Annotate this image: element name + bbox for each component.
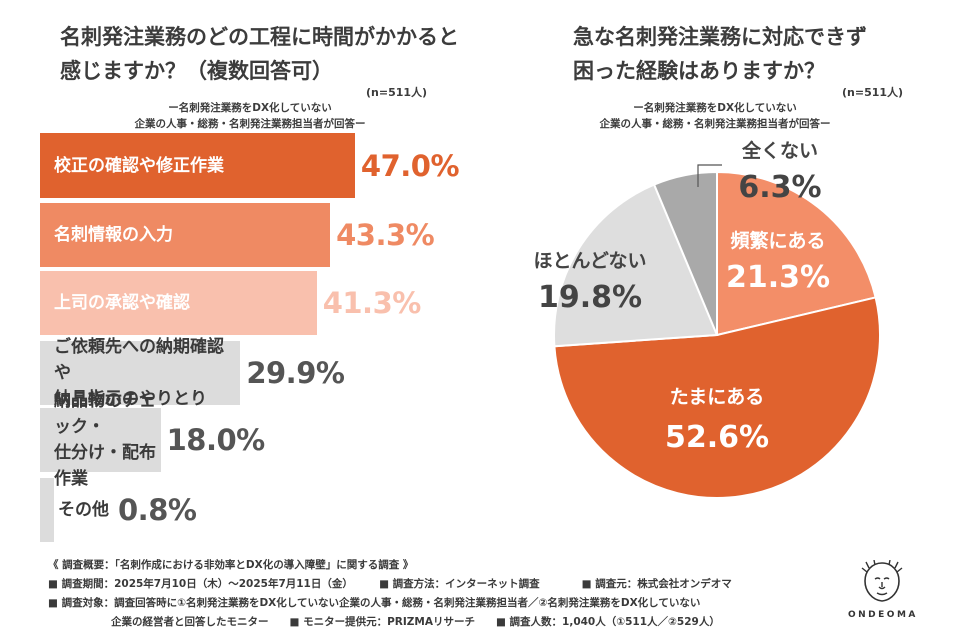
bar-category-label: ご依頼先への納期確認や 納品指示のやりとり bbox=[54, 337, 224, 409]
pie-slice-value: 52.6% bbox=[665, 420, 769, 455]
bar-row: その他 0.8% bbox=[40, 478, 197, 542]
ondeoma-logo: ONDEOMA bbox=[848, 559, 918, 620]
pie-chart-subtitle: ー名刺発注業務をDX化していない 企業の人事・総務・名刺発注業務担当者が回答ー bbox=[599, 102, 831, 130]
pie-slice-label: 全くない bbox=[741, 139, 818, 162]
bar-value-label: 41.3% bbox=[322, 286, 422, 320]
bar: ご依頼先への納期確認や 納品指示のやりとり bbox=[40, 337, 241, 409]
pie-slice-value: 6.3% bbox=[738, 170, 821, 205]
bar-category-label: 上司の承認や確認 bbox=[54, 293, 190, 313]
bar-chart-sample-size: (n=511人) bbox=[366, 86, 428, 99]
bar: 納品物のチェック・ 仕分け・配布作業 bbox=[40, 391, 161, 489]
bar-chart-subtitle: ー名刺発注業務をDX化していない 企業の人事・総務・名刺発注業務担当者が回答ー bbox=[134, 102, 366, 130]
logo-text: ONDEOMA bbox=[848, 610, 918, 620]
bar-value-label: 0.8% bbox=[118, 493, 197, 527]
bar-row: 上司の承認や確認 41.3% bbox=[40, 271, 421, 335]
bar-category-label: 校正の確認や修正作業 bbox=[54, 155, 224, 176]
bar-row: ご依頼先への納期確認や 納品指示のやりとり 29.9% bbox=[40, 337, 345, 409]
bar-value-label: 47.0% bbox=[360, 148, 460, 183]
pie-slice bbox=[652, 170, 718, 336]
bar-value-label: 43.3% bbox=[336, 218, 435, 252]
pie-slice-label: たまにある bbox=[670, 386, 764, 408]
bar-row: 校正の確認や修正作業 47.0% bbox=[40, 133, 460, 198]
bar-category-label: 納品物のチェック・ 仕分け・配布作業 bbox=[54, 391, 156, 489]
bar-row: 納品物のチェック・ 仕分け・配布作業 18.0% bbox=[40, 391, 266, 489]
bar-value-label: 18.0% bbox=[166, 423, 266, 457]
pie-slice-label: 頻繁にある bbox=[730, 229, 825, 252]
bar: 上司の承認や確認 bbox=[40, 271, 317, 335]
bar-category-label: その他 bbox=[58, 500, 109, 520]
bar: 校正の確認や修正作業 bbox=[40, 133, 355, 198]
pie-slice-label: ほとんどない bbox=[533, 250, 646, 272]
pie-slice-value: 19.8% bbox=[538, 280, 642, 315]
survey-summary-line: 企業の経営者と回答したモニター ■ モニター提供元：PRIZMAリサーチ ■ 調… bbox=[48, 616, 720, 628]
pie-chart-sample-size: (n=511人) bbox=[842, 86, 904, 99]
bar: 名刺情報の入力 bbox=[40, 203, 331, 267]
bar-chart-title: 名刺発注業務のどの工程に時間がかかると 感じますか？（複数回答可） bbox=[60, 25, 459, 83]
survey-summary-line: 《 調査概要：「名刺作成における非効率とDX化の導入障壁」に関する調査 》 bbox=[48, 559, 414, 571]
bar-chart: 校正の確認や修正作業 47.0% 名刺情報の入力 43.3% 上司の承認や確認 41.3%… bbox=[40, 133, 460, 543]
bar-row: 名刺情報の入力 43.3% bbox=[40, 203, 435, 267]
bar: その他 bbox=[40, 478, 109, 542]
survey-summary: 《 調査概要：「名刺作成における非効率とDX化の導入障壁」に関する調査 》 ■ 調… bbox=[48, 556, 732, 632]
pie-leader-line bbox=[697, 164, 722, 187]
pie-chart-title: 急な名刺発注業務に対応できず 困った経験はありますか？ bbox=[573, 25, 867, 83]
pie-slice bbox=[553, 183, 719, 348]
pie-chart: 頻繁にある 21.3% たまにある 52.6% ほとんどない 19.8% 全くない 6.3% bbox=[533, 139, 881, 499]
pie-slice bbox=[553, 296, 881, 499]
pie-slice bbox=[716, 170, 877, 337]
bar-category-label: 名刺情報の入力 bbox=[54, 225, 173, 245]
bar-value-label: 29.9% bbox=[246, 356, 345, 390]
survey-summary-line: ■ 調査対象：調査回答時に①名刺発注業務をDX化していない企業の人事・総務・名刺… bbox=[48, 597, 701, 609]
survey-summary-line: ■ 調査期間：2025年7月10日（木）～2025年7月11日（金） ■ 調査方… bbox=[48, 578, 732, 590]
lion-icon bbox=[861, 559, 903, 602]
pie-slice-value: 21.3% bbox=[726, 260, 830, 295]
